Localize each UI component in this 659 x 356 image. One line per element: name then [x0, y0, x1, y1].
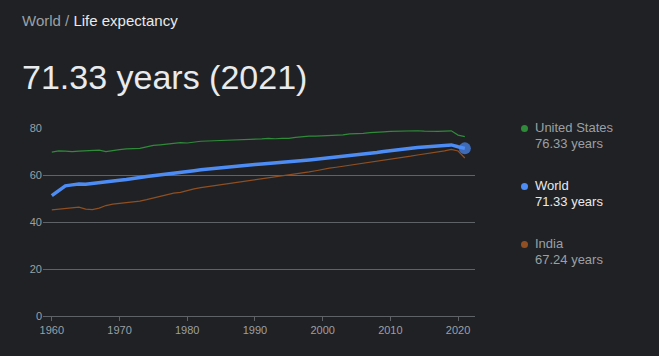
svg-text:20: 20 [30, 263, 42, 275]
html-text:World / Life expectancy: World / Life expectancy [22, 12, 178, 29]
svg-text:2000: 2000 [310, 324, 334, 336]
svg-text:1960: 1960 [40, 324, 64, 336]
svg-text:2010: 2010 [378, 324, 402, 336]
svg-text:60: 60 [30, 169, 42, 181]
html-text:71.33 years: 71.33 years [535, 194, 603, 209]
svg-text:0: 0 [36, 310, 42, 322]
html-text:United States: United States [535, 120, 613, 135]
svg-text:40: 40 [30, 216, 42, 228]
html-text:76.33 years: 76.33 years [535, 136, 603, 151]
svg-text:1990: 1990 [243, 324, 267, 336]
svg-text:1970: 1970 [107, 324, 131, 336]
svg-text:1980: 1980 [175, 324, 199, 336]
svg-text:2020: 2020 [446, 324, 470, 336]
html-text:India: India [535, 236, 564, 251]
svg-text:80: 80 [30, 122, 42, 134]
html-text:67.24 years: 67.24 years [535, 252, 603, 267]
html-text:71.33 years (2021): 71.33 years (2021) [22, 58, 308, 96]
html-text:World: World [535, 178, 569, 193]
